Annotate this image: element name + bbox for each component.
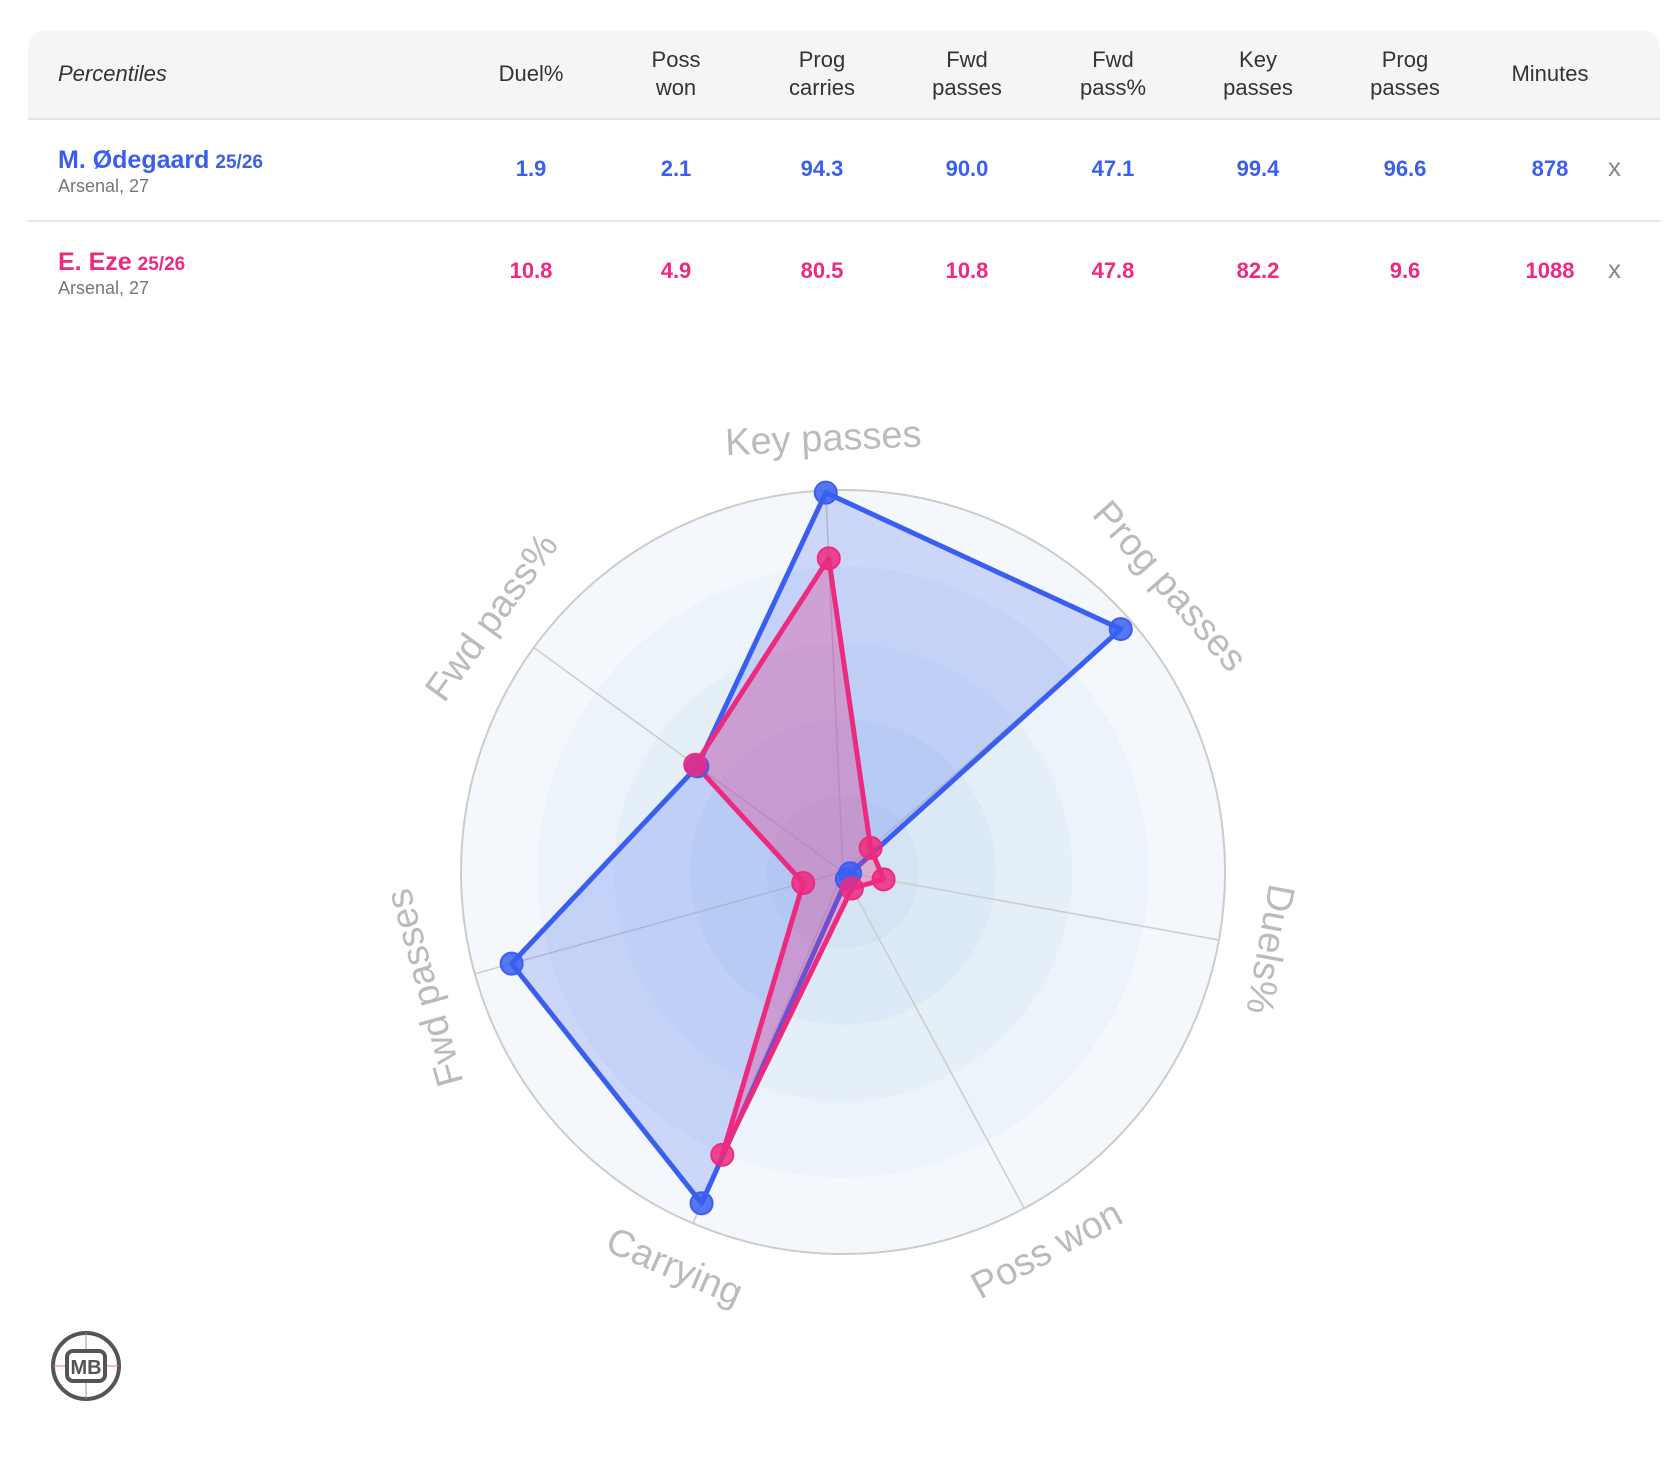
stat-value: 80.5 [800,258,844,283]
mb-logo: MB [51,1331,121,1401]
header-key-passes[interactable]: Key passes [1223,47,1293,100]
radar-area-odegaard [509,490,1124,1206]
radar-point [710,1142,735,1167]
stat-value: 878 [1531,156,1569,181]
stat-value: 90.0 [945,156,989,181]
axis-label: Duels% [1237,881,1302,1017]
radar-point [689,1191,714,1216]
season-label: 25/26 [215,152,263,173]
stat-value: 47.1 [1091,156,1135,181]
table-row: M. Ødegaard 25/26 Arsenal, 27 1.9 2.1 94.3 90… [28,120,1660,222]
table-header: Percentiles Duel% Poss won Prog carries Fwd… [28,30,1660,120]
axis-label: Key passes [724,413,922,464]
stat-value: 2.1 [660,156,692,181]
svg-text:MB: MB [70,1357,101,1379]
radar-point [839,876,864,901]
radar-point [813,480,838,505]
axis-label: Fwd passes [378,884,473,1091]
radar-point [816,546,841,571]
player-team: Arsenal, 27 [58,176,150,196]
radar-axis-line [474,871,844,975]
radar-point [499,951,524,976]
header-duel-[interactable]: Duel% [498,61,564,86]
stat-value: 47.8 [1091,258,1135,283]
radar-point [858,835,883,860]
radar-point [1108,617,1133,642]
player-team: Arsenal, 27 [58,278,150,298]
radar-point [871,867,896,892]
header-fwd-pass-[interactable]: Fwd pass% [1079,47,1147,100]
percentiles-table: Percentiles Duel% Poss won Prog carries Fwd… [28,30,1660,322]
season-label: 25/26 [137,254,186,275]
stat-value: 1088 [1525,258,1575,283]
stat-value: 10.8 [509,258,553,283]
stat-value: 94.3 [800,156,844,181]
stat-value: 4.9 [660,258,692,283]
stat-value: 9.6 [1389,258,1421,283]
table-row: E. Eze 25/26 Arsenal, 27 10.8 4.9 80.5 10.8 47… [28,222,1660,322]
stat-value: 96.6 [1383,156,1427,181]
radar-axis-line [842,871,1025,1209]
stat-value: 1.9 [515,156,547,181]
header-minutes[interactable]: Minutes [1511,61,1589,86]
radar-point [683,752,708,777]
player-name-text: E. Eze [58,248,132,276]
header-fwd-passes[interactable]: Fwd passes [932,47,1002,100]
header-percentiles: Percentiles [58,61,167,86]
radar-point [791,870,816,895]
stat-value: 99.4 [1236,156,1280,181]
header-prog-passes[interactable]: Prog passes [1370,47,1440,100]
remove-player-button[interactable]: x [1608,254,1621,284]
player-name-text: M. Ødegaard [58,146,210,174]
player-name[interactable]: M. Ødegaard 25/26 [58,146,263,175]
radar-axis-line [842,871,1220,941]
header-poss-won[interactable]: Poss won [651,47,701,100]
stat-value: 82.2 [1236,258,1280,283]
header-prog-carries[interactable]: Prog carries [788,47,855,100]
player-name[interactable]: E. Eze 25/26 [58,248,185,277]
remove-player-button[interactable]: x [1608,152,1621,182]
stat-value: 10.8 [945,258,989,283]
